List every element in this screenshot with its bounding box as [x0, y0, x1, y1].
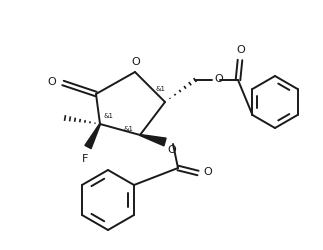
- Text: O: O: [203, 167, 212, 177]
- Text: O: O: [132, 57, 141, 67]
- Text: &1: &1: [123, 126, 133, 132]
- Text: &1: &1: [103, 113, 113, 119]
- Text: O: O: [167, 145, 176, 155]
- Text: O: O: [214, 74, 223, 84]
- Polygon shape: [85, 124, 100, 148]
- Text: O: O: [237, 45, 245, 55]
- Polygon shape: [140, 134, 166, 146]
- Text: &1: &1: [155, 86, 165, 92]
- Text: F: F: [82, 154, 88, 164]
- Text: O: O: [47, 77, 56, 87]
